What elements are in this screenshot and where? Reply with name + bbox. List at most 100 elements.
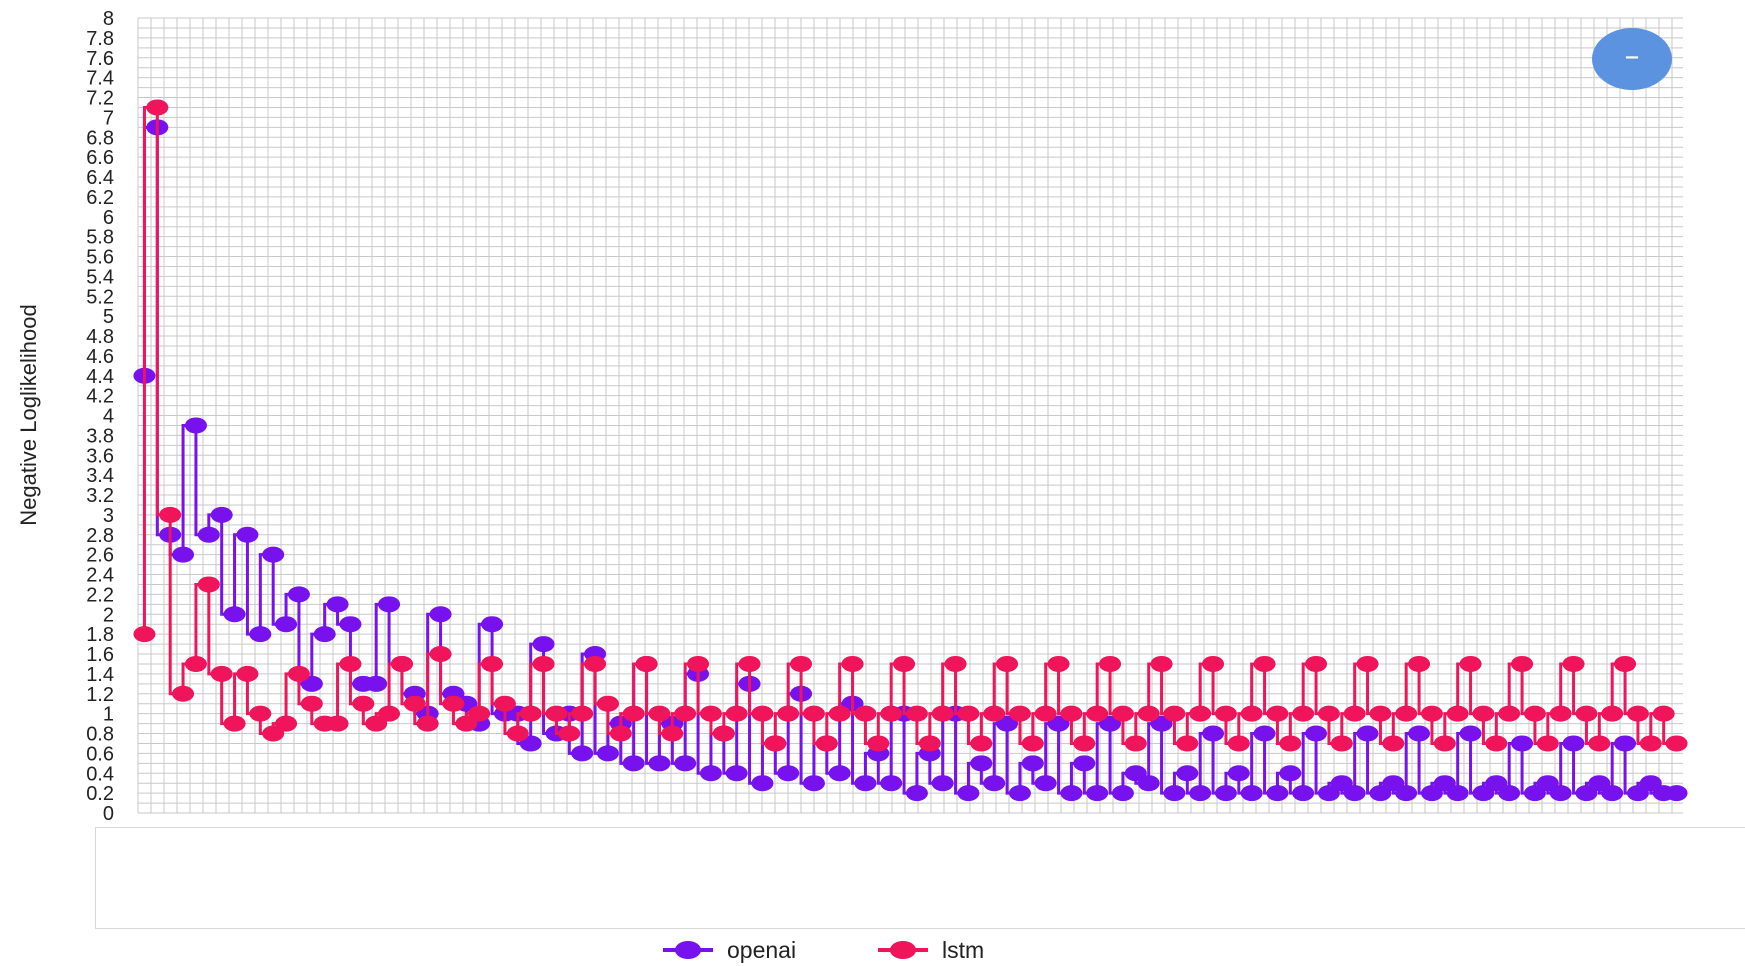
data-point-openai[interactable]	[777, 765, 800, 782]
data-point-lstm[interactable]	[378, 705, 401, 722]
data-point-openai[interactable]	[275, 616, 298, 633]
data-point-openai[interactable]	[1382, 775, 1405, 792]
data-point-openai[interactable]	[1459, 725, 1482, 742]
data-point-lstm[interactable]	[957, 705, 980, 722]
data-point-lstm[interactable]	[532, 655, 555, 672]
data-point-lstm[interactable]	[506, 725, 529, 742]
data-point-lstm[interactable]	[249, 705, 272, 722]
data-point-openai[interactable]	[1214, 785, 1237, 802]
data-point-lstm[interactable]	[1408, 655, 1431, 672]
data-point-openai[interactable]	[1498, 785, 1521, 802]
data-point-lstm[interactable]	[712, 725, 735, 742]
data-point-openai[interactable]	[1433, 775, 1456, 792]
data-point-openai[interactable]	[1523, 785, 1546, 802]
data-point-openai[interactable]	[184, 417, 207, 434]
data-point-lstm[interactable]	[197, 576, 220, 593]
data-point-lstm[interactable]	[596, 695, 619, 712]
data-point-openai[interactable]	[378, 596, 401, 613]
data-point-lstm[interactable]	[275, 715, 298, 732]
data-point-lstm[interactable]	[1124, 735, 1147, 752]
data-point-lstm[interactable]	[1150, 655, 1173, 672]
data-point-lstm[interactable]	[622, 705, 645, 722]
data-point-openai[interactable]	[751, 775, 774, 792]
data-point-lstm[interactable]	[648, 705, 671, 722]
data-point-lstm[interactable]	[828, 705, 851, 722]
data-point-openai[interactable]	[1099, 715, 1122, 732]
data-point-lstm[interactable]	[352, 695, 375, 712]
data-point-lstm[interactable]	[996, 655, 1019, 672]
data-point-lstm[interactable]	[893, 655, 916, 672]
data-point-lstm[interactable]	[1639, 735, 1662, 752]
data-point-lstm[interactable]	[455, 715, 478, 732]
data-point-lstm[interactable]	[1536, 735, 1559, 752]
data-point-lstm[interactable]	[1549, 705, 1572, 722]
data-point-openai[interactable]	[1626, 785, 1649, 802]
data-point-openai[interactable]	[223, 606, 246, 623]
data-point-openai[interactable]	[1292, 785, 1315, 802]
data-point-lstm[interactable]	[687, 655, 710, 672]
data-point-openai[interactable]	[1021, 755, 1044, 772]
data-point-openai[interactable]	[1369, 785, 1392, 802]
data-point-openai[interactable]	[1446, 785, 1469, 802]
data-point-lstm[interactable]	[326, 715, 349, 732]
data-point-lstm[interactable]	[970, 735, 993, 752]
data-point-openai[interactable]	[249, 626, 272, 643]
data-point-lstm[interactable]	[1433, 735, 1456, 752]
data-point-lstm[interactable]	[236, 665, 259, 682]
data-point-lstm[interactable]	[390, 655, 413, 672]
data-point-lstm[interactable]	[1665, 735, 1688, 752]
data-point-lstm[interactable]	[1343, 705, 1366, 722]
data-point-openai[interactable]	[1639, 775, 1662, 792]
data-point-openai[interactable]	[1137, 775, 1160, 792]
data-point-lstm[interactable]	[1189, 705, 1212, 722]
data-point-lstm[interactable]	[1614, 655, 1637, 672]
data-point-openai[interactable]	[481, 616, 504, 633]
data-point-openai[interactable]	[1189, 785, 1212, 802]
data-point-openai[interactable]	[1227, 765, 1250, 782]
legend-item-lstm[interactable]: lstm	[878, 937, 984, 963]
data-point-lstm[interactable]	[1099, 655, 1122, 672]
data-point-lstm[interactable]	[609, 725, 632, 742]
data-point-lstm[interactable]	[172, 685, 195, 702]
data-point-openai[interactable]	[287, 586, 310, 603]
data-point-openai[interactable]	[1124, 765, 1147, 782]
data-point-lstm[interactable]	[403, 695, 426, 712]
data-point-lstm[interactable]	[1034, 705, 1057, 722]
data-point-openai[interactable]	[519, 735, 542, 752]
data-point-openai[interactable]	[1562, 735, 1585, 752]
data-point-openai[interactable]	[1614, 735, 1637, 752]
data-point-lstm[interactable]	[1420, 705, 1443, 722]
data-point-openai[interactable]	[1163, 785, 1186, 802]
data-point-lstm[interactable]	[1214, 705, 1237, 722]
data-point-openai[interactable]	[1343, 785, 1366, 802]
data-point-openai[interactable]	[429, 606, 452, 623]
data-point-openai[interactable]	[596, 745, 619, 762]
data-point-openai[interactable]	[197, 526, 220, 543]
data-point-lstm[interactable]	[365, 715, 388, 732]
data-point-openai[interactable]	[1279, 765, 1302, 782]
data-point-lstm[interactable]	[287, 665, 310, 682]
data-point-lstm[interactable]	[133, 626, 156, 643]
data-point-openai[interactable]	[571, 745, 594, 762]
data-point-openai[interactable]	[300, 675, 323, 692]
data-point-lstm[interactable]	[184, 655, 207, 672]
data-point-lstm[interactable]	[1137, 705, 1160, 722]
data-point-openai[interactable]	[905, 785, 928, 802]
data-point-lstm[interactable]	[339, 655, 362, 672]
data-point-lstm[interactable]	[1240, 705, 1263, 722]
data-point-lstm[interactable]	[699, 705, 722, 722]
data-point-openai[interactable]	[1253, 725, 1276, 742]
data-point-lstm[interactable]	[1086, 705, 1109, 722]
data-point-openai[interactable]	[172, 546, 195, 563]
data-point-openai[interactable]	[236, 526, 259, 543]
data-point-lstm[interactable]	[790, 655, 813, 672]
data-point-openai[interactable]	[983, 775, 1006, 792]
data-point-openai[interactable]	[1111, 785, 1134, 802]
data-point-openai[interactable]	[1395, 785, 1418, 802]
data-point-lstm[interactable]	[777, 705, 800, 722]
data-point-openai[interactable]	[1472, 785, 1495, 802]
data-point-openai[interactable]	[1588, 775, 1611, 792]
data-point-openai[interactable]	[313, 626, 336, 643]
data-point-lstm[interactable]	[880, 705, 903, 722]
data-point-lstm[interactable]	[1395, 705, 1418, 722]
